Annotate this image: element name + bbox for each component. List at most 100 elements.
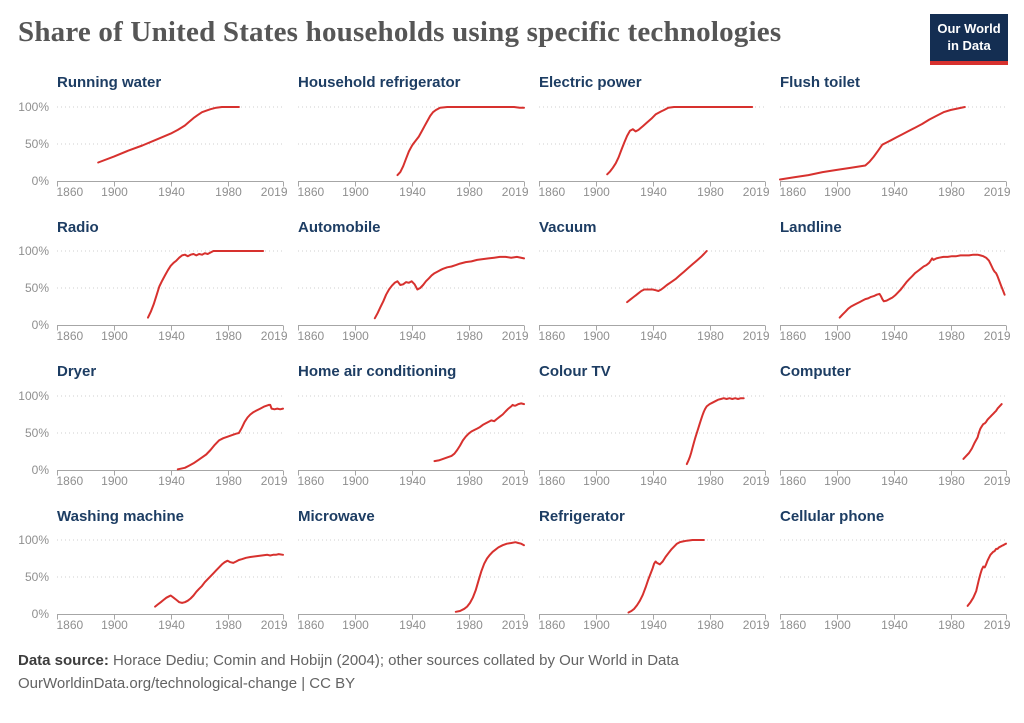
x-tick-label: 1860 <box>298 185 325 199</box>
chart-canvas-household-refrigerator: 1860 1900 1940 1980 2019 <box>298 105 529 199</box>
x-tick-label: 1860 <box>57 185 84 199</box>
x-tick-label: 2019 <box>984 329 1011 343</box>
page-title: Share of United States households using … <box>18 16 782 48</box>
chart-canvas-running-water: 1860 1900 1940 1980 2019 0% 50% 100% <box>18 100 288 199</box>
data-line-washing-machine <box>154 553 284 608</box>
x-tick-label: 1900 <box>342 329 369 343</box>
x-tick-label: 2019 <box>261 185 288 199</box>
x-tick-label: 1980 <box>697 474 724 488</box>
chart-canvas-colour-tv: 1860 1900 1940 1980 2019 <box>539 395 770 488</box>
x-tick-label: 1900 <box>342 185 369 199</box>
footer-source-line: Data source: Horace Dediu; Comin and Hob… <box>18 650 1006 673</box>
x-tick-label: 1900 <box>101 474 128 488</box>
data-line-dryer <box>176 403 284 471</box>
x-tick-label: 1940 <box>399 185 426 199</box>
x-tick-label: 1980 <box>456 618 483 632</box>
x-tick-label: 1940 <box>640 329 667 343</box>
owid-logo[interactable]: Our World in Data <box>930 14 1008 65</box>
x-tick-label: 2019 <box>743 474 770 488</box>
x-tick-label: 1900 <box>583 329 610 343</box>
x-tick-label: 2019 <box>261 329 288 343</box>
chart-title: Refrigerator <box>539 507 625 525</box>
x-tick-label: 1860 <box>780 185 807 199</box>
data-line-radio <box>147 250 265 319</box>
chart-canvas-refrigerator: 1860 1900 1940 1980 2019 <box>539 539 770 632</box>
x-tick-label: 1860 <box>539 474 566 488</box>
footer-url-line[interactable]: OurWorldinData.org/technological-change … <box>18 674 356 692</box>
x-tick-label: 1980 <box>697 329 724 343</box>
y-tick-label: 100% <box>18 100 49 114</box>
chart-cell-electric-power: Electric power 1860 1900 1940 1980 2019 <box>539 74 770 199</box>
chart-canvas-microwave: 1860 1900 1940 1980 2019 <box>298 539 529 632</box>
x-tick-label: 1900 <box>583 474 610 488</box>
chart-cell-running-water: Running water 1860 1900 1940 1980 2019 0% 50% 10… <box>18 74 288 199</box>
x-tick-label: 1940 <box>881 618 908 632</box>
x-tick-label: 1900 <box>824 185 851 199</box>
x-tick-label: 1940 <box>881 185 908 199</box>
x-tick-label: 2019 <box>743 185 770 199</box>
x-tick-label: 1980 <box>456 185 483 199</box>
x-tick-label: 2019 <box>984 185 1011 199</box>
x-tick-label: 1940 <box>158 474 185 488</box>
charts-grid: Running water 1860 1900 1940 1980 2019 0% 50% 10… <box>0 74 1024 633</box>
x-tick-label: 1900 <box>824 618 851 632</box>
x-tick-label: 1980 <box>938 185 965 199</box>
x-tick-label: 1940 <box>640 618 667 632</box>
x-tick-label: 1980 <box>456 474 483 488</box>
chart-title: Vacuum <box>539 218 597 236</box>
x-tick-label: 1940 <box>158 618 185 632</box>
x-tick-label: 1940 <box>399 474 426 488</box>
chart-cell-cellular-phone: Cellular phone 1860 1900 1940 1980 2019 <box>780 508 1011 632</box>
data-line-running-water <box>97 105 240 164</box>
x-tick-label: 1900 <box>824 474 851 488</box>
x-tick-label: 1860 <box>539 185 566 199</box>
x-tick-label: 1940 <box>640 474 667 488</box>
data-line-vacuum <box>626 250 708 304</box>
x-tick-label: 1860 <box>780 618 807 632</box>
y-tick-label: 100% <box>18 244 49 258</box>
data-line-cellular-phone <box>966 543 1007 608</box>
y-tick-label: 0% <box>32 174 50 188</box>
chart-cell-refrigerator: Refrigerator 1860 1900 1940 1980 2019 <box>539 507 770 632</box>
chart-title: Colour TV <box>539 363 611 381</box>
owid-logo-line1: Our World <box>937 21 1001 36</box>
chart-title: Flush toilet <box>780 74 860 92</box>
x-tick-label: 2019 <box>502 474 529 488</box>
chart-title: Household refrigerator <box>298 74 461 92</box>
data-line-electric-power <box>606 105 754 176</box>
chart-canvas-landline: 1860 1900 1940 1980 2019 <box>780 250 1011 343</box>
x-tick-label: 1980 <box>456 329 483 343</box>
chart-cell-microwave: Microwave 1860 1900 1940 1980 2019 <box>298 508 529 632</box>
x-tick-label: 2019 <box>261 474 288 488</box>
x-tick-label: 1980 <box>938 618 965 632</box>
x-tick-label: 1900 <box>101 329 128 343</box>
x-tick-label: 1860 <box>298 474 325 488</box>
chart-cell-flush-toilet: Flush toilet 1860 1900 1940 1980 2019 <box>779 74 1011 199</box>
y-tick-label: 50% <box>25 281 49 295</box>
chart-title: Landline <box>780 218 842 236</box>
x-tick-label: 2019 <box>743 329 770 343</box>
data-line-flush-toilet <box>779 105 966 181</box>
chart-title: Washing machine <box>57 507 184 525</box>
chart-title: Dryer <box>57 363 97 381</box>
owid-logo-line2: in Data <box>947 37 991 53</box>
chart-canvas-dryer: 1860 1900 1940 1980 2019 0% 50% 100% <box>18 389 288 488</box>
chart-canvas-flush-toilet: 1860 1900 1940 1980 2019 <box>779 105 1011 199</box>
x-tick-label: 1940 <box>399 329 426 343</box>
chart-canvas-computer: 1860 1900 1940 1980 2019 <box>780 395 1011 488</box>
footer: Data source: Horace Dediu; Comin and Hob… <box>18 650 1006 695</box>
x-tick-label: 1980 <box>215 185 242 199</box>
x-tick-label: 1940 <box>881 329 908 343</box>
chart-title: Automobile <box>298 218 381 236</box>
y-tick-label: 50% <box>25 570 49 584</box>
x-tick-label: 1940 <box>640 185 667 199</box>
chart-cell-washing-machine: Washing machine 1860 1900 1940 1980 2019 0% 50%… <box>18 507 288 632</box>
chart-title: Running water <box>57 74 162 92</box>
chart-title: Electric power <box>539 74 642 92</box>
x-tick-label: 1860 <box>539 618 566 632</box>
y-tick-label: 50% <box>25 137 49 151</box>
chart-cell-radio: Radio 1860 1900 1940 1980 2019 0% 50% 100% <box>18 219 288 343</box>
x-tick-label: 1900 <box>824 329 851 343</box>
y-tick-label: 0% <box>32 318 50 332</box>
